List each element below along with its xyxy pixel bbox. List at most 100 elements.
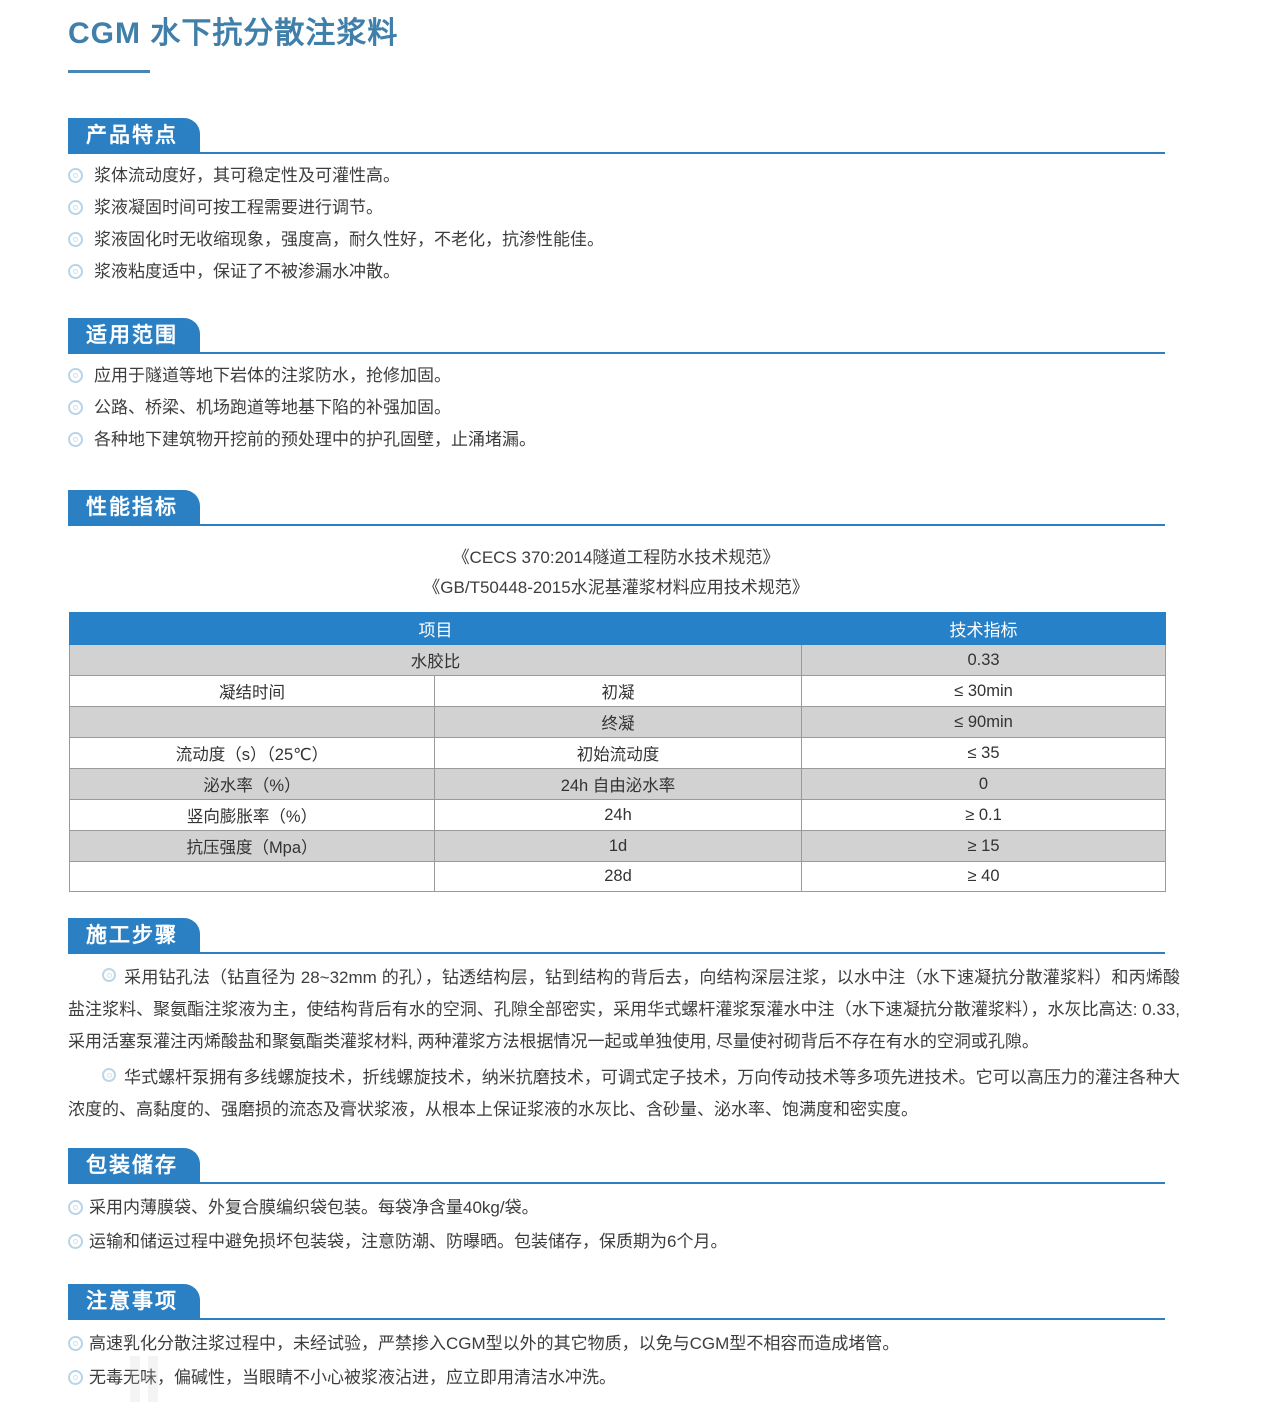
section-banner-scope: 适用范围 [68,318,200,354]
section-banner-performance: 性能指标 [68,490,200,526]
cell-value: ≤ 35 [801,737,1166,769]
section-banner-notes: 注意事项 [68,1284,200,1320]
title-underline-rule [68,70,150,73]
cell-item: 水胶比 [69,644,802,676]
list-item-text: 浆体流动度好，其可稳定性及可灌性高。 [94,166,400,185]
section-performance: 性能指标 [0,490,1280,526]
page-title: CGM 水下抗分散注浆料 [68,17,399,50]
table-row: 抗压强度（Mpa） 1d ≥ 15 [69,830,1166,862]
standard-line: 《CECS 370:2014隧道工程防水技术规范》 [452,548,780,567]
section-divider-line [68,352,1165,354]
section-banner-packaging: 包装储存 [68,1148,200,1184]
list-item: 浆液凝固时间可按工程需要进行调节。 [68,196,1178,219]
list-item-text: 应用于隧道等地下岩体的注浆防水，抢修加固。 [94,366,451,385]
cell-value: 0.33 [801,644,1166,676]
section-title-notes: 注意事项 [86,1290,178,1313]
list-item-text: 各种地下建筑物开挖前的预处理中的护孔固壁，止涌堵漏。 [94,430,536,449]
section-header-performance: 性能指标 [0,490,1280,526]
table-body: 水胶比 0.33 凝结时间 初凝 ≤ 30min 终凝 ≤ 90min 流动度（… [69,644,1166,892]
feature-list: 浆体流动度好，其可稳定性及可灌性高。 浆液凝固时间可按工程需要进行调节。 浆液固… [68,164,1178,292]
cell-item: 凝结时间 [69,675,435,707]
cell-item: 泌水率（%） [69,768,435,800]
watermark-artifact [130,1356,158,1402]
list-item: 高速乳化分散注浆过程中，未经试验，严禁掺入CGM型以外的其它物质，以免与CGM型… [68,1332,1178,1355]
section-header-features: 产品特点 [0,118,1280,154]
section-banner-features: 产品特点 [68,118,200,154]
table-row: 28d ≥ 40 [69,861,1166,892]
double-circle-icon [102,1068,116,1082]
double-circle-icon [102,968,116,982]
double-circle-icon [68,368,83,383]
scope-list: 应用于隧道等地下岩体的注浆防水，抢修加固。 公路、桥梁、机场跑道等地基下陷的补强… [68,364,1178,460]
list-item: 浆液固化时无收缩现象，强度高，耐久性好，不老化，抗渗性能佳。 [68,228,1178,251]
cell-item [69,861,435,892]
cell-value: ≤ 90min [801,706,1166,738]
list-item-text: 浆液粘度适中，保证了不被渗漏水冲散。 [94,262,400,281]
paragraph-text: 华式螺杆泵拥有多线螺旋技术，折线螺旋技术，纳米抗磨技术，可调式定子技术，万向传动… [68,1068,1180,1119]
cell-item [69,706,435,738]
list-item: 公路、桥梁、机场跑道等地基下陷的补强加固。 [68,396,1178,419]
list-item: 采用内薄膜袋、外复合膜编织袋包装。每袋净含量40kg/袋。 [68,1196,1178,1219]
cell-item: 竖向膨胀率（%） [69,799,435,831]
cell-sub: 1d [434,830,802,862]
list-item-text: 无毒无味，偏碱性，当眼睛不小心被浆液沾进，应立即用清洁水冲洗。 [89,1368,616,1387]
double-circle-icon [68,168,83,183]
section-notes: 注意事项 高速乳化分散注浆过程中，未经试验，严禁掺入CGM型以外的其它物质，以免… [0,1284,1280,1387]
list-item: 运输和储运过程中避免损坏包装袋，注意防潮、防曝晒。包装储存，保质期为6个月。 [68,1230,1178,1253]
list-item: 浆液粘度适中，保证了不被渗漏水冲散。 [68,260,1178,283]
double-circle-icon [68,400,83,415]
double-circle-icon [68,1234,83,1249]
list-item: 无毒无味，偏碱性，当眼睛不小心被浆液沾进，应立即用清洁水冲洗。 [68,1366,1178,1389]
section-scope: 适用范围 应用于隧道等地下岩体的注浆防水，抢修加固。 公路、桥梁、机场跑道等地基… [0,318,1280,449]
section-divider-line [68,524,1165,526]
cell-sub: 24h [434,799,802,831]
double-circle-icon [68,264,83,279]
section-title-features: 产品特点 [86,124,178,147]
list-item: 各种地下建筑物开挖前的预处理中的护孔固壁，止涌堵漏。 [68,428,1178,451]
section-features: 产品特点 浆体流动度好，其可稳定性及可灌性高。 浆液凝固时间可按工程需要进行调节… [0,118,1280,281]
list-item: 浆体流动度好，其可稳定性及可灌性高。 [68,164,1178,187]
construction-paragraphs: 采用钻孔法（钻直径为 28~32mm 的孔），钻透结构层，钻到结构的背后去，向结… [68,962,1180,1130]
table-row: 竖向膨胀率（%） 24h ≥ 0.1 [69,799,1166,831]
table-row: 流动度（s）（25℃） 初始流动度 ≤ 35 [69,737,1166,769]
list-item-text: 运输和储运过程中避免损坏包装袋，注意防潮、防曝晒。包装储存，保质期为6个月。 [89,1232,728,1251]
section-title-construction: 施工步骤 [86,924,178,947]
section-packaging: 包装储存 采用内薄膜袋、外复合膜编织袋包装。每袋净含量40kg/袋。 运输和储运… [0,1148,1280,1251]
section-header-packaging: 包装储存 [0,1148,1280,1184]
standards-reference: 《CECS 370:2014隧道工程防水技术规范》 《GB/T50448-201… [0,543,1232,603]
table-header-row: 项目 技术指标 [69,612,1166,645]
section-divider-line [68,152,1165,154]
list-item-text: 高速乳化分散注浆过程中，未经试验，严禁掺入CGM型以外的其它物质，以免与CGM型… [89,1334,900,1353]
section-title-packaging: 包装储存 [86,1154,178,1177]
paragraph-text: 采用钻孔法（钻直径为 28~32mm 的孔），钻透结构层，钻到结构的背后去，向结… [68,968,1180,1051]
cell-sub: 终凝 [434,706,802,738]
table-row: 终凝 ≤ 90min [69,706,1166,738]
table-row: 水胶比 0.33 [69,644,1166,676]
cell-value: ≥ 15 [801,830,1166,862]
paragraph: 采用钻孔法（钻直径为 28~32mm 的孔），钻透结构层，钻到结构的背后去，向结… [68,962,1180,1058]
section-title-performance: 性能指标 [86,496,178,519]
list-item-text: 采用内薄膜袋、外复合膜编织袋包装。每袋净含量40kg/袋。 [89,1198,539,1217]
cell-value: ≤ 30min [801,675,1166,707]
double-circle-icon [68,1200,83,1215]
section-header-scope: 适用范围 [0,318,1280,354]
cell-sub: 初始流动度 [434,737,802,769]
double-circle-icon [68,432,83,447]
cell-item: 抗压强度（Mpa） [69,830,435,862]
cell-value: ≥ 40 [801,861,1166,892]
table-row: 凝结时间 初凝 ≤ 30min [69,675,1166,707]
list-item-text: 浆液固化时无收缩现象，强度高，耐久性好，不老化，抗渗性能佳。 [94,230,604,249]
double-circle-icon [68,232,83,247]
double-circle-icon [68,1336,83,1351]
list-item-text: 浆液凝固时间可按工程需要进行调节。 [94,198,383,217]
cell-sub: 24h 自由泌水率 [434,768,802,800]
packaging-list: 采用内薄膜袋、外复合膜编织袋包装。每袋净含量40kg/袋。 运输和储运过程中避免… [68,1196,1178,1264]
section-divider-line [68,952,1165,954]
double-circle-icon [68,1370,83,1385]
list-item: 应用于隧道等地下岩体的注浆防水，抢修加固。 [68,364,1178,387]
cell-value: ≥ 0.1 [801,799,1166,831]
cell-item: 流动度（s）（25℃） [69,737,435,769]
cell-sub: 28d [434,861,802,892]
section-divider-line [68,1318,1165,1320]
